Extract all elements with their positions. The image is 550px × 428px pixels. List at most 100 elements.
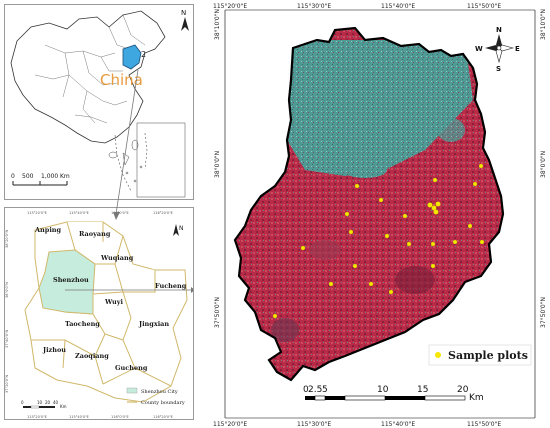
- svg-text:37°40'0"N: 37°40'0"N: [5, 330, 9, 348]
- county-label: Wuyi: [104, 298, 124, 306]
- legend-label: County boundary: [141, 400, 185, 406]
- svg-text:115°30'0"E: 115°30'0"E: [297, 421, 331, 428]
- county-label: Raoyang: [79, 230, 111, 238]
- svg-text:0: 0: [303, 385, 309, 395]
- svg-text:2.5: 2.5: [308, 385, 322, 395]
- legend-swatch-shenzhou: [126, 387, 138, 394]
- county-map: 115°20'0"E 115°40'0"E 116°0'0"E 116°20'0…: [4, 207, 194, 420]
- main-lat-ticks: 38°10'0"N 38°0'0"N 37°50'0"N 38°10'0"N 3…: [214, 9, 547, 328]
- svg-text:38°20'0"N: 38°20'0"N: [5, 230, 9, 248]
- county-lat-ticks: 38°20'0"N 38°0'0"N 37°40'0"N 37°20'0"N: [5, 230, 9, 393]
- county-label: Anping: [34, 226, 62, 234]
- main-map-svg: 115°20'0"E 115°30'0"E 115°40'0"E 115°50'…: [213, 3, 547, 428]
- svg-text:Km: Km: [60, 404, 67, 409]
- hebei-highlight: [122, 44, 142, 70]
- svg-text:115°20'0"E: 115°20'0"E: [27, 211, 47, 215]
- compass-rose-icon: N S E W: [475, 26, 520, 73]
- county-label: Shenzhou: [53, 276, 89, 284]
- sample-plot-point: [479, 239, 485, 245]
- main-legend: Sample plots: [428, 344, 532, 366]
- county-scale-bar: 0 10 20 40 Km: [21, 400, 67, 409]
- svg-text:116°20'0"E: 116°20'0"E: [153, 415, 173, 419]
- sample-plot-point: [348, 229, 354, 235]
- svg-text:38°0'0"N: 38°0'0"N: [214, 151, 221, 178]
- china-overview-map: 2 China N 0 500 1,000: [4, 4, 194, 200]
- svg-text:115°20'0"E: 115°20'0"E: [213, 3, 247, 10]
- country-label: China: [100, 71, 143, 89]
- arrow-head-icon: [191, 287, 193, 293]
- sample-plot-point: [388, 289, 394, 295]
- county-label: Zaoqiang: [75, 352, 109, 360]
- svg-text:115°40'0"E: 115°40'0"E: [381, 421, 415, 428]
- county-label: Fucheng: [155, 282, 187, 290]
- svg-text:N: N: [181, 9, 186, 17]
- county-north-arrow-icon: N: [173, 224, 184, 236]
- sample-plot-point: [402, 213, 408, 219]
- sample-plot-point: [430, 241, 436, 247]
- svg-text:20: 20: [45, 400, 51, 405]
- svg-text:N: N: [179, 225, 184, 232]
- sample-plot-point: [354, 183, 360, 189]
- svg-text:38°10'0"N: 38°10'0"N: [540, 9, 547, 40]
- sample-plot-point: [431, 205, 437, 211]
- county-lon-ticks: 115°20'0"E 115°40'0"E 116°0'0"E 116°20'0…: [27, 211, 173, 419]
- sample-plot-point: [344, 211, 350, 217]
- svg-text:0: 0: [11, 173, 15, 180]
- svg-text:N: N: [496, 26, 502, 34]
- svg-text:38°0'0"N: 38°0'0"N: [5, 282, 9, 298]
- shenzhou-outline: [233, 26, 505, 382]
- china-map-svg: 2 China N 0 500 1,000: [10, 9, 189, 198]
- china-scale-bar: 0 500 1,000 Km: [11, 173, 70, 186]
- svg-text:Km: Km: [60, 173, 70, 180]
- sample-plot-point: [467, 223, 473, 229]
- sample-plot-point: [432, 177, 438, 183]
- satellite-imagery: [235, 28, 503, 380]
- svg-text:S: S: [496, 65, 501, 73]
- svg-text:115°40'0"E: 115°40'0"E: [69, 211, 89, 215]
- inset-box: [136, 122, 186, 198]
- main-map: 115°20'0"E 115°30'0"E 115°40'0"E 115°50'…: [205, 0, 550, 428]
- svg-text:116°0'0"E: 116°0'0"E: [111, 211, 129, 215]
- china-outline: [10, 10, 166, 144]
- svg-text:115°50'0"E: 115°50'0"E: [467, 421, 501, 428]
- svg-text:W: W: [475, 45, 483, 53]
- svg-text:115°20'0"E: 115°20'0"E: [213, 421, 247, 428]
- north-arrow-icon: N: [181, 9, 189, 31]
- province-boundaries: [34, 14, 146, 124]
- sample-plot-point: [328, 281, 334, 287]
- main-scale-bar: 0 2.5 5 10 15 20 Km: [303, 385, 484, 403]
- county-label: Gucheng: [115, 364, 148, 372]
- sample-plot-point: [300, 245, 306, 251]
- county-label: Taocheng: [65, 320, 100, 328]
- sample-plot-point: [435, 201, 441, 207]
- svg-text:116°0'0"E: 116°0'0"E: [111, 415, 129, 419]
- sample-plot-point: [406, 241, 412, 247]
- svg-text:38°0'0"N: 38°0'0"N: [540, 151, 547, 178]
- county-label: Jingxian: [138, 320, 169, 328]
- island-marks: [108, 139, 143, 183]
- sample-plot-point: [272, 313, 278, 319]
- svg-text:E: E: [515, 45, 520, 53]
- county-legend: Shenzhou City County boundary: [126, 387, 185, 406]
- nine-dash-line: [114, 132, 148, 192]
- svg-text:500: 500: [22, 173, 34, 180]
- sample-plot-point: [430, 263, 436, 269]
- svg-text:40: 40: [53, 400, 59, 405]
- svg-text:115°50'0"E: 115°50'0"E: [467, 3, 501, 10]
- svg-text:5: 5: [322, 385, 328, 395]
- svg-text:115°40'0"E: 115°40'0"E: [381, 3, 415, 10]
- legend-label: Sample plots: [448, 349, 528, 362]
- county-labels: Anping Raoyang Wuqiang Shenzhou Wuyi Fuc…: [34, 226, 187, 372]
- svg-text:10: 10: [37, 400, 43, 405]
- svg-text:37°50'0"N: 37°50'0"N: [540, 297, 547, 328]
- main-lon-ticks: 115°20'0"E 115°30'0"E 115°40'0"E 115°50'…: [213, 3, 501, 428]
- svg-text:0: 0: [21, 400, 24, 405]
- sample-plots: [272, 163, 485, 319]
- svg-text:115°30'0"E: 115°30'0"E: [297, 3, 331, 10]
- svg-text:37°50'0"N: 37°50'0"N: [214, 297, 221, 328]
- sample-plot-point: [384, 233, 390, 239]
- sample-plot-point: [352, 263, 358, 269]
- frame-ticks: [224, 9, 536, 419]
- sample-plot-point: [478, 163, 484, 169]
- svg-text:20: 20: [457, 385, 469, 395]
